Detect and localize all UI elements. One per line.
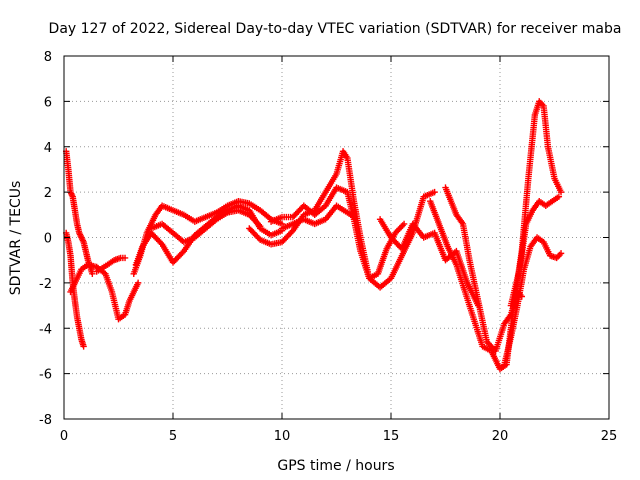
data-point <box>557 250 565 257</box>
series-arc-10 <box>278 202 358 232</box>
data-point <box>89 270 96 277</box>
series-arc-15 <box>507 193 563 309</box>
series-arc-4 <box>93 254 129 275</box>
data-point <box>557 188 565 196</box>
chart-title: Day 127 of 2022, Sidereal Day-to-day VTE… <box>49 21 622 37</box>
x-tick-label: 10 <box>274 429 291 444</box>
series-arc-14 <box>501 234 565 368</box>
series-arc-12 <box>427 98 565 373</box>
y-tick-label: -2 <box>39 277 52 292</box>
data-marks <box>62 98 565 373</box>
data-point <box>255 221 263 228</box>
y-tick-label: 8 <box>44 50 52 65</box>
y-axis-label: SDTVAR / TECUs <box>8 181 24 296</box>
series-arc-11 <box>376 216 482 309</box>
axis-ticks: 0 5 10 15 20 25 -8 -6 -4 -2 0 2 4 6 8 <box>39 50 617 444</box>
y-tick-label: 4 <box>44 141 52 156</box>
data-point <box>350 213 358 221</box>
y-tick-label: 0 <box>44 232 52 247</box>
data-point <box>555 193 563 200</box>
x-tick-label: 25 <box>601 429 618 444</box>
data-point <box>431 188 438 196</box>
y-tick-label: 6 <box>44 95 52 110</box>
grid <box>64 56 609 419</box>
x-tick-label: 5 <box>169 429 177 444</box>
x-tick-label: 20 <box>492 429 509 444</box>
data-point <box>157 239 164 247</box>
x-axis-label: GPS time / hours <box>277 458 394 474</box>
data-point <box>80 343 87 350</box>
series-arc-3 <box>67 261 142 323</box>
series-arc-9 <box>267 184 408 282</box>
series-arc-7 <box>148 207 264 246</box>
data-point <box>121 254 129 262</box>
x-tick-label: 15 <box>383 429 400 444</box>
y-tick-label: -8 <box>39 413 52 428</box>
y-tick-label: 2 <box>44 186 52 201</box>
data-point <box>257 222 264 230</box>
y-tick-label: -4 <box>39 322 52 337</box>
x-tick-label: 0 <box>60 429 68 444</box>
y-tick-label: -6 <box>39 368 52 383</box>
data-point <box>400 220 408 228</box>
data-point <box>134 279 142 287</box>
